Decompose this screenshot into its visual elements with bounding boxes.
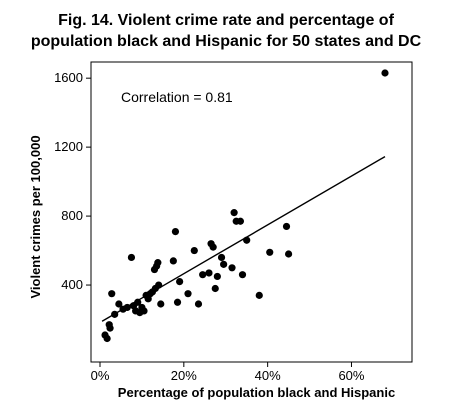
data-point bbox=[217, 253, 226, 262]
data-point bbox=[236, 217, 245, 225]
data-point bbox=[238, 271, 247, 279]
data-point bbox=[173, 298, 182, 306]
chart-title-line-1: Fig. 14. Violent crime rate and percenta… bbox=[58, 12, 394, 29]
data-point bbox=[211, 284, 219, 293]
data-point bbox=[169, 257, 177, 265]
data-point bbox=[154, 259, 162, 267]
data-points bbox=[101, 69, 389, 343]
data-point bbox=[184, 290, 192, 298]
plot-area-frame bbox=[90, 61, 413, 363]
data-point bbox=[127, 253, 136, 262]
data-point bbox=[190, 246, 198, 255]
data-point bbox=[123, 303, 131, 312]
y-tick-label: 1200 bbox=[54, 139, 83, 154]
data-point bbox=[140, 307, 148, 315]
x-tick-label: 0% bbox=[91, 368, 110, 383]
data-point bbox=[282, 222, 291, 231]
data-point bbox=[209, 243, 217, 251]
data-point bbox=[220, 260, 228, 268]
data-point bbox=[106, 324, 114, 332]
chart-title-line-2: population black and Hispanic for 50 sta… bbox=[30, 33, 422, 50]
data-point bbox=[255, 291, 263, 299]
x-tick-label: 20% bbox=[171, 368, 197, 383]
x-tick-label: 40% bbox=[255, 368, 281, 383]
data-point bbox=[155, 281, 163, 289]
y-tick-label: 1600 bbox=[54, 70, 83, 85]
data-point bbox=[243, 236, 251, 244]
data-point bbox=[205, 269, 213, 277]
data-point bbox=[176, 277, 184, 286]
data-point bbox=[171, 228, 180, 236]
y-axis-title: Violent crimes per 100,000 bbox=[28, 135, 43, 298]
data-point bbox=[108, 290, 116, 298]
axis-ticks: 0% 20% 40% 60% 400 800 1200 1600 bbox=[54, 70, 365, 383]
data-point bbox=[115, 300, 123, 308]
data-point bbox=[230, 209, 238, 217]
data-point bbox=[266, 248, 274, 256]
data-point bbox=[134, 298, 142, 306]
x-tick-label: 60% bbox=[338, 368, 364, 383]
data-point bbox=[228, 264, 236, 272]
y-tick-label: 800 bbox=[61, 208, 83, 223]
data-point bbox=[194, 300, 203, 308]
data-point bbox=[285, 250, 293, 258]
data-point bbox=[213, 272, 221, 281]
correlation-annotation: Correlation = 0.81 bbox=[121, 89, 233, 105]
data-point bbox=[157, 300, 165, 308]
data-point bbox=[111, 310, 119, 318]
x-axis-title: Percentage of population black and Hispa… bbox=[118, 385, 395, 400]
data-point bbox=[103, 334, 111, 343]
data-point bbox=[199, 271, 207, 279]
data-point bbox=[381, 69, 389, 77]
y-tick-label: 400 bbox=[61, 277, 83, 292]
